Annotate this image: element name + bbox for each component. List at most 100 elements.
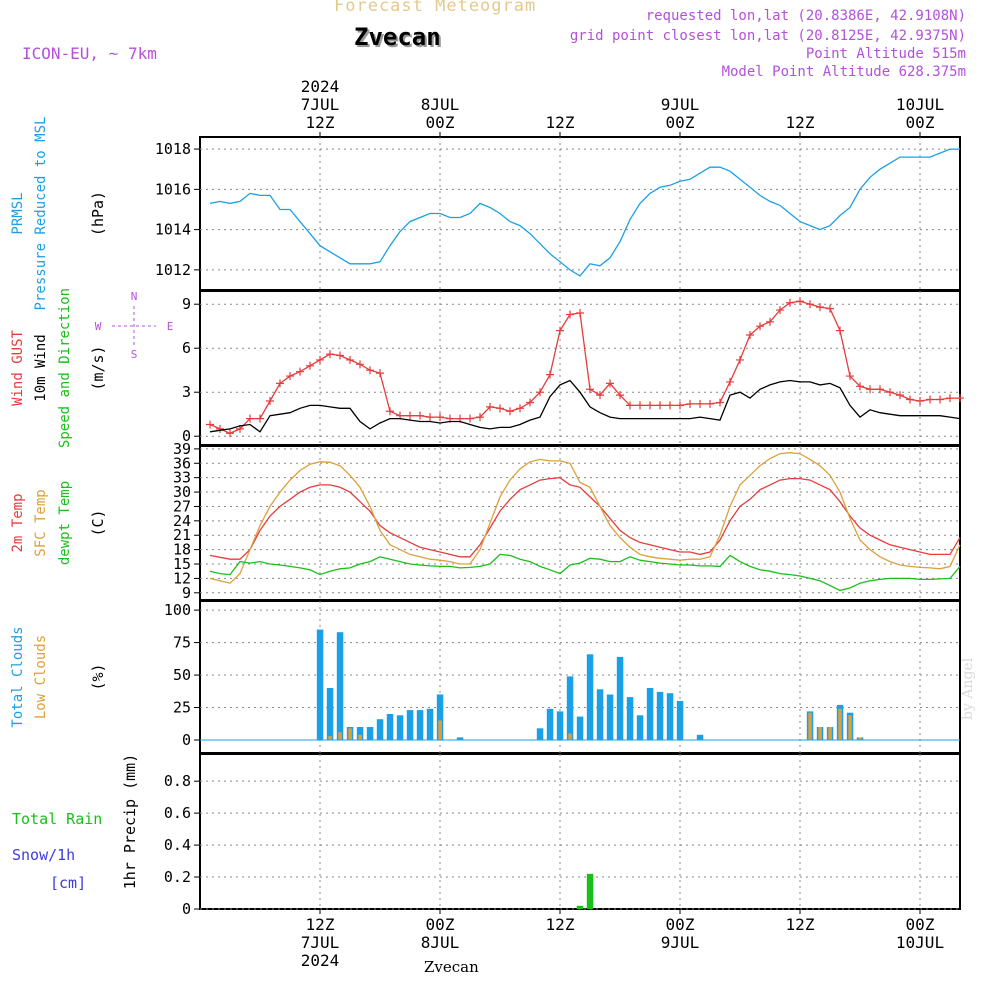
gust-marker	[506, 407, 514, 416]
y-tick-label: 1016	[155, 180, 191, 198]
y-tick-label: 9	[182, 584, 191, 602]
gust-marker	[356, 360, 364, 369]
gust-marker	[296, 367, 304, 376]
bar	[326, 688, 334, 740]
bar	[356, 727, 364, 740]
gust-marker	[756, 322, 764, 331]
series-line	[209, 553, 961, 592]
compass-south: S	[131, 348, 138, 361]
bar	[858, 737, 862, 740]
gust-marker	[386, 407, 394, 416]
y-tick-label: 0.6	[164, 804, 191, 822]
series-line	[209, 148, 960, 277]
y-axis-label: (hPa)	[89, 191, 107, 236]
y-tick-label: 0.2	[164, 868, 191, 886]
bar	[666, 693, 674, 740]
top-time-label: 7JUL	[301, 95, 340, 114]
gust-marker	[206, 420, 214, 429]
top-time-label: 00Z	[906, 113, 935, 132]
bottom-time-label: 12Z	[786, 915, 815, 934]
gust-marker	[596, 391, 604, 400]
bar	[676, 701, 684, 740]
gust-marker	[946, 394, 954, 403]
gust-marker	[876, 385, 884, 394]
bar	[586, 873, 594, 909]
gust-marker	[246, 414, 254, 423]
gust-marker	[916, 397, 924, 405]
y-tick-label: 3	[182, 383, 191, 401]
panel-label: Speed and Direction	[57, 288, 73, 448]
gust-marker	[706, 399, 714, 408]
bottom-time-label: 10JUL	[896, 933, 944, 952]
gust-marker	[256, 414, 264, 423]
panel-label: Total Clouds	[10, 626, 26, 727]
y-tick-label: 33	[173, 469, 191, 487]
y-tick-label: 1014	[155, 221, 191, 239]
gust-marker	[376, 369, 384, 378]
bar	[656, 691, 664, 740]
series-line	[209, 300, 960, 435]
bar	[546, 708, 554, 740]
gust-marker	[496, 404, 504, 413]
gust-marker	[516, 404, 524, 413]
gust-marker	[536, 388, 544, 397]
bar	[616, 656, 624, 740]
y-tick-label: 0	[182, 427, 191, 445]
top-time-label: 12Z	[306, 113, 335, 132]
bottom-time-label: 12Z	[546, 915, 575, 934]
panel-label: 2m Temp	[10, 493, 26, 552]
panel-label: Wind GUST	[10, 330, 26, 406]
bar	[336, 632, 344, 740]
gust-marker	[736, 355, 744, 364]
gust-marker	[636, 401, 644, 410]
product-title: Forecast Meteogram	[334, 0, 537, 16]
gust-marker	[426, 413, 434, 422]
y-tick-label: 0.4	[164, 836, 191, 854]
gust-marker	[416, 411, 424, 420]
panel-label: Low Clouds	[33, 635, 49, 719]
bar	[838, 708, 842, 740]
gust-marker	[896, 391, 904, 400]
watermark: by Angel	[960, 657, 976, 720]
gust-marker	[746, 331, 754, 339]
requested-coords: requested lon,lat (20.8386E, 42.9108N)	[645, 8, 966, 24]
bar	[556, 711, 564, 740]
gust-marker	[796, 297, 804, 306]
y-axis-label: (%)	[89, 663, 107, 690]
gust-marker	[586, 385, 594, 394]
gust-marker	[476, 413, 484, 422]
bar	[568, 733, 572, 740]
bar	[328, 736, 332, 740]
y-tick-label: 24	[173, 512, 191, 530]
footer-location: Zvecan	[424, 958, 479, 976]
y-tick-label: 100	[164, 601, 191, 619]
gust-marker	[786, 298, 794, 307]
gridpoint-coords: grid point closest lon,lat (20.8125E, 42…	[569, 28, 966, 44]
gust-marker	[336, 351, 344, 360]
bar	[818, 727, 822, 740]
gust-marker	[726, 377, 734, 386]
y-tick-label: 27	[173, 497, 191, 515]
top-time-label: 12Z	[786, 113, 815, 132]
top-time-label: 00Z	[666, 113, 695, 132]
series-line	[209, 379, 961, 433]
bar	[366, 727, 374, 740]
bar	[456, 737, 464, 740]
gust-marker	[466, 414, 474, 423]
gust-marker	[626, 401, 634, 410]
bar	[536, 728, 544, 740]
bar	[416, 710, 424, 740]
bar	[338, 732, 342, 740]
gust-marker	[766, 317, 774, 326]
bottom-time-label: 7JUL	[301, 933, 340, 952]
gust-marker	[556, 326, 564, 335]
gust-marker	[806, 300, 814, 309]
y-tick-label: 36	[173, 454, 191, 472]
gust-marker	[936, 395, 944, 404]
y-axis-label: 1hr Precip (mm)	[121, 754, 139, 889]
bar	[646, 688, 654, 740]
y-axis-label: (m/s)	[89, 345, 107, 390]
gust-marker	[926, 395, 934, 404]
gust-marker	[316, 355, 324, 364]
top-time-label: 9JUL	[661, 95, 700, 114]
